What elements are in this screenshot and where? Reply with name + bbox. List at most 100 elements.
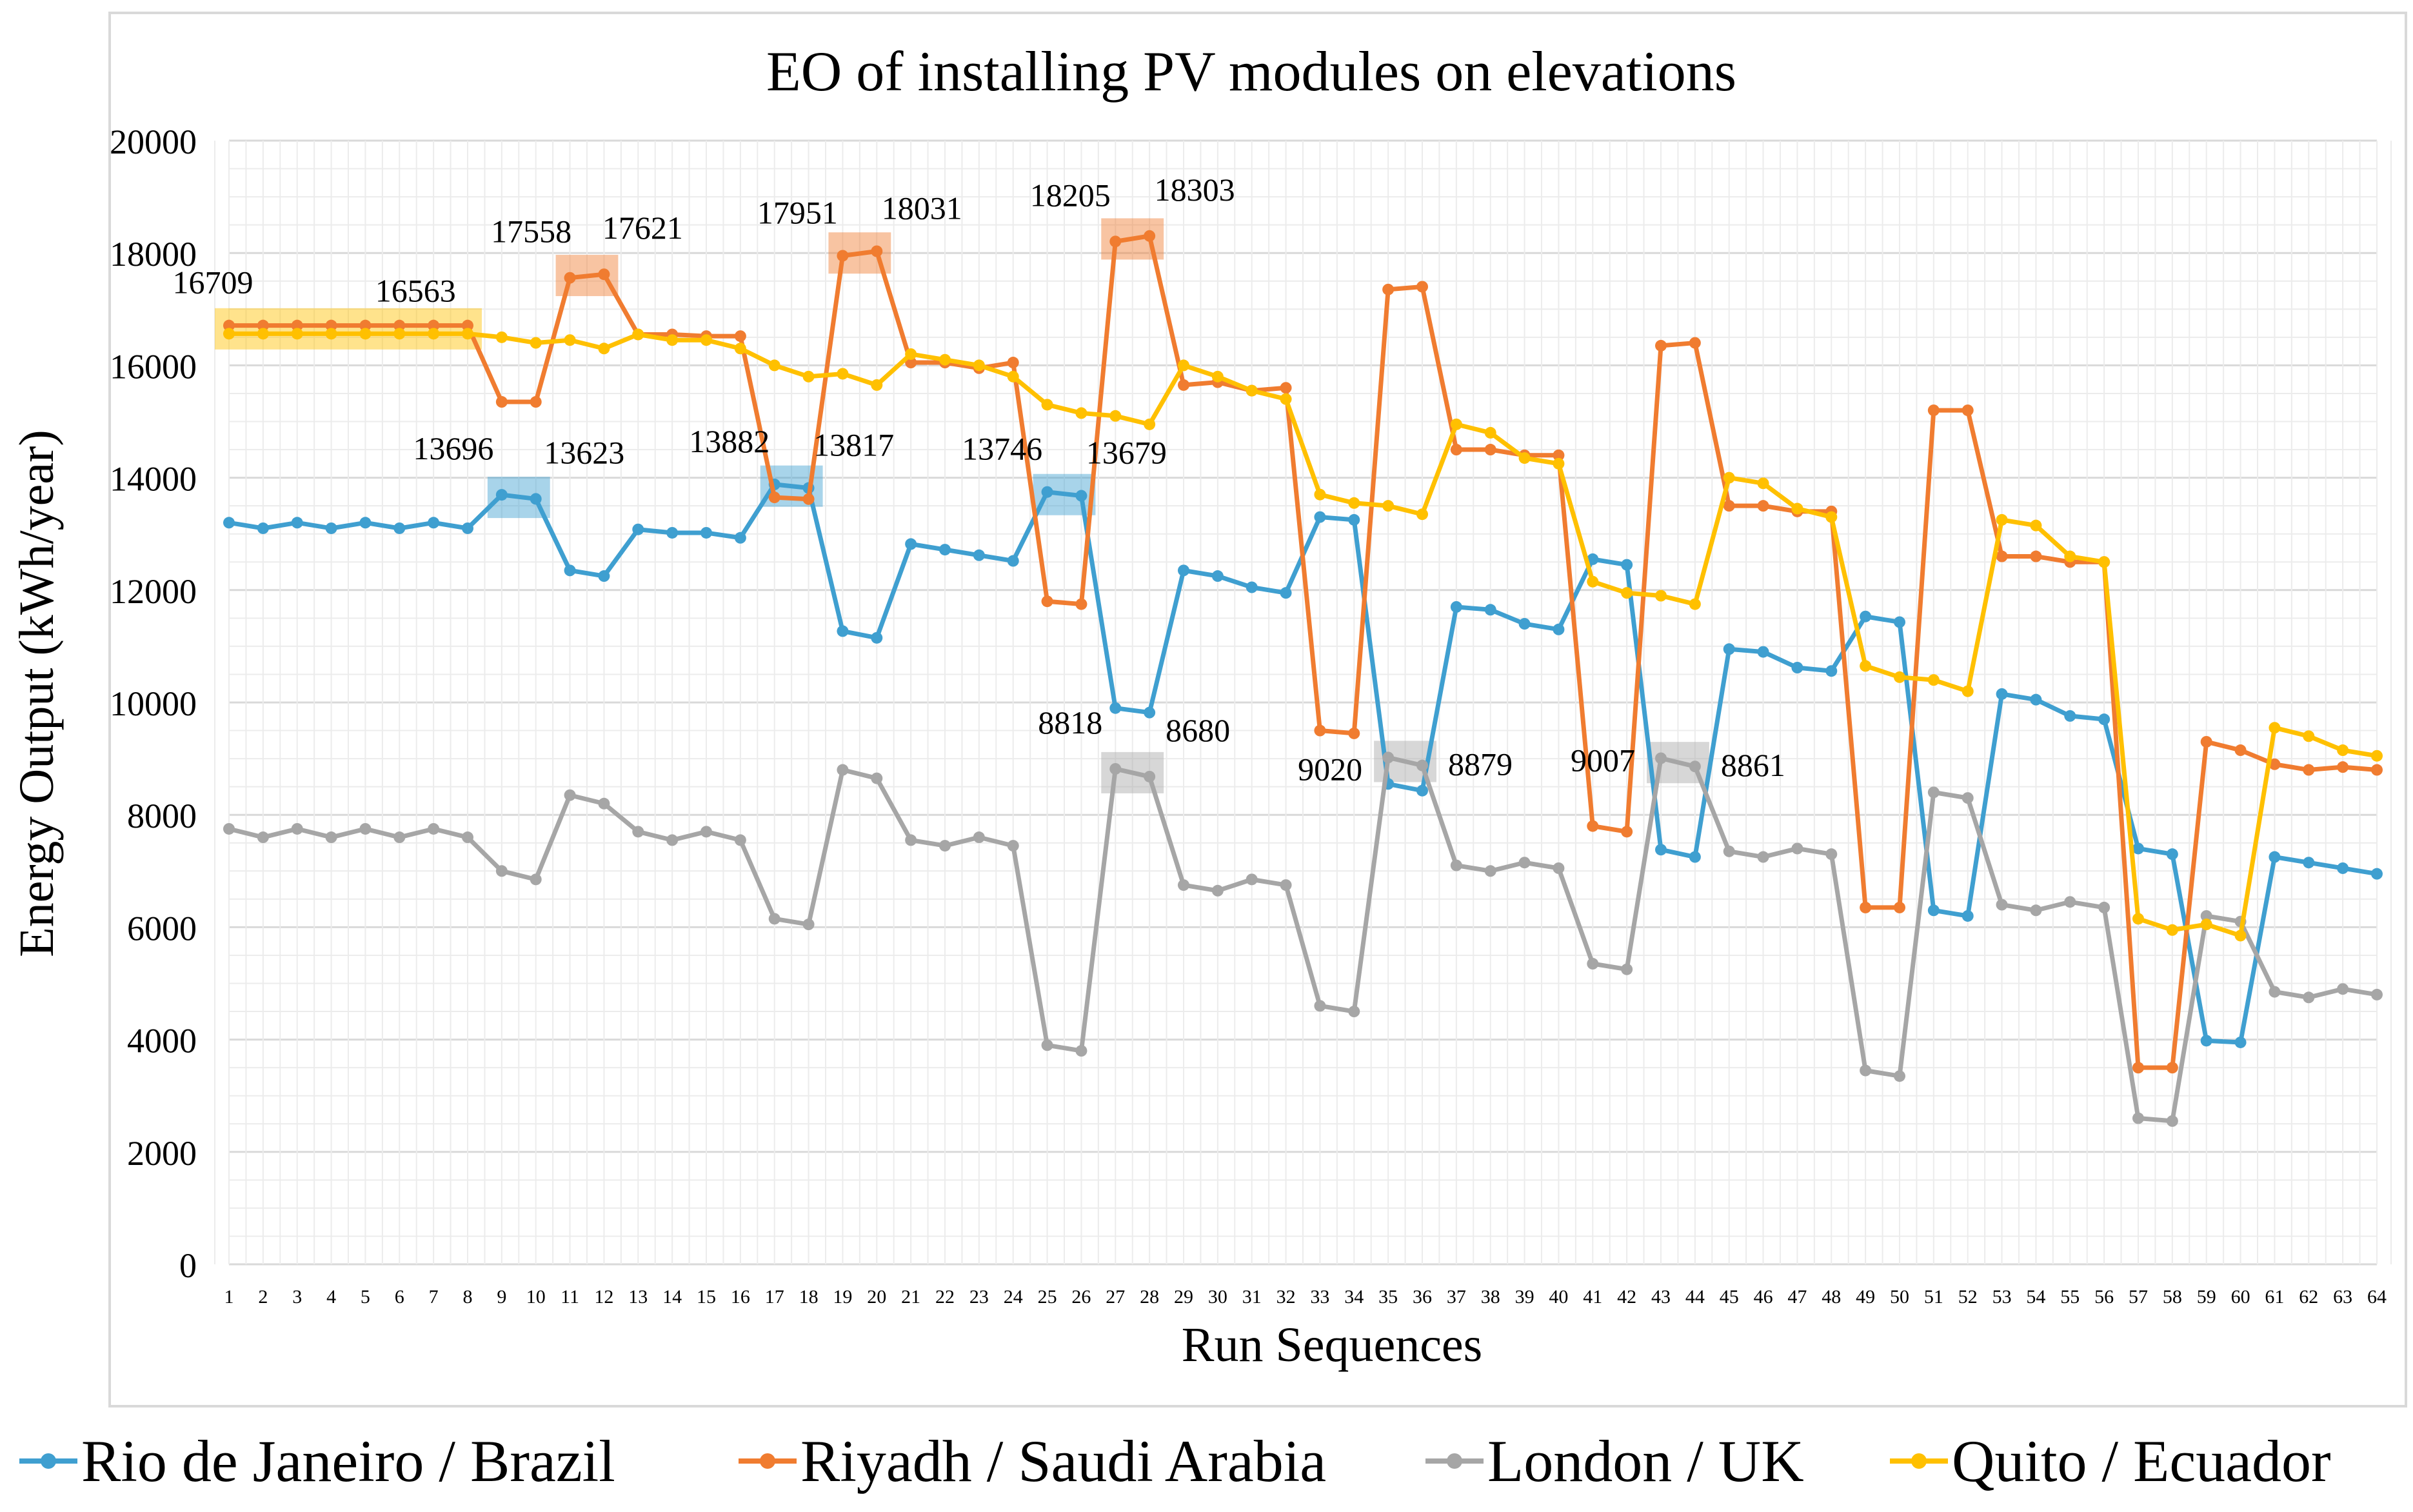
data-point-rio-de-janeiro-brazil	[1246, 581, 1258, 593]
legend-label-rio: Rio de Janeiro / Brazil	[81, 1428, 615, 1494]
data-point-riyadh-saudi-arabia	[495, 396, 508, 408]
data-point-london-uk	[1587, 958, 1599, 970]
y-axis-label: Energy Output (kWh/year)	[10, 430, 64, 957]
legend-swatch-london	[1425, 1453, 1484, 1469]
data-point-rio-de-janeiro-brazil	[1757, 646, 1769, 658]
data-point-quito-ecuador	[1553, 457, 1565, 470]
data-point-riyadh-saudi-arabia	[223, 319, 235, 332]
data-point-quito-ecuador	[2064, 550, 2076, 562]
data-point-rio-de-janeiro-brazil	[1860, 610, 1872, 622]
data-point-quito-ecuador	[1075, 407, 1087, 419]
data-point-quito-ecuador	[1791, 502, 1803, 515]
x-tick-label: 59	[2197, 1286, 2216, 1308]
data-point-london-uk	[393, 831, 406, 844]
data-label: 9020	[1298, 751, 1362, 787]
data-point-london-uk	[1178, 879, 1189, 891]
data-point-rio-de-janeiro-brazil	[734, 532, 746, 544]
data-point-quito-ecuador	[1927, 674, 1940, 686]
y-tick-label: 18000	[110, 235, 197, 274]
legend-item-quito: Quito / Ecuador	[1890, 1416, 2331, 1506]
data-point-london-uk	[2098, 901, 2110, 913]
data-point-quito-ecuador	[495, 331, 508, 343]
data-point-london-uk	[462, 831, 473, 844]
x-tick-label: 49	[1856, 1286, 1875, 1308]
data-point-rio-de-janeiro-brazil	[1587, 553, 1599, 565]
data-point-london-uk	[1280, 879, 1292, 891]
data-point-quito-ecuador	[393, 328, 406, 340]
grid-layer	[214, 139, 2392, 1266]
data-point-quito-ecuador	[871, 379, 883, 391]
data-point-london-uk	[1007, 840, 1019, 852]
data-point-quito-ecuador	[325, 328, 337, 340]
y-tick-label: 16000	[110, 347, 197, 386]
y-tick-label: 2000	[127, 1134, 197, 1173]
data-point-quito-ecuador	[632, 328, 644, 341]
data-point-quito-ecuador	[257, 328, 269, 340]
series-layer	[223, 230, 2383, 1127]
data-point-rio-de-janeiro-brazil	[1961, 910, 1974, 922]
x-tick-label: 43	[1651, 1286, 1671, 1308]
data-point-quito-ecuador	[2371, 750, 2383, 762]
x-tick-label: 56	[2094, 1286, 2114, 1308]
legend-swatch-rio	[19, 1453, 77, 1469]
y-tick-labels: 0 2000 4000 6000 8000 10000 12000 14000 16000 180…	[110, 123, 197, 1285]
data-point-rio-de-janeiro-brazil	[1211, 570, 1224, 582]
data-point-rio-de-janeiro-brazil	[359, 517, 372, 529]
data-point-quito-ecuador	[223, 328, 235, 340]
data-point-london-uk	[1246, 873, 1258, 886]
data-point-riyadh-saudi-arabia	[291, 319, 303, 332]
data-point-riyadh-saudi-arabia	[1041, 595, 1053, 608]
data-label: 8680	[1166, 712, 1230, 748]
data-point-quito-ecuador	[1041, 399, 1053, 411]
data-point-london-uk	[1860, 1064, 1872, 1077]
x-tick-label: 38	[1481, 1286, 1500, 1308]
x-tick-label: 30	[1208, 1286, 1227, 1308]
data-point-quito-ecuador	[1518, 452, 1531, 464]
data-point-london-uk	[1484, 865, 1496, 877]
data-point-riyadh-saudi-arabia	[2234, 744, 2247, 757]
x-tick-label: 60	[2231, 1286, 2250, 1308]
x-tick-label: 15	[697, 1286, 716, 1308]
data-label: 8879	[1448, 746, 1513, 782]
data-point-riyadh-saudi-arabia	[871, 245, 883, 257]
data-point-riyadh-saudi-arabia	[1723, 500, 1735, 512]
x-tick-label: 17	[765, 1286, 784, 1308]
data-point-rio-de-janeiro-brazil	[1927, 904, 1940, 917]
data-point-riyadh-saudi-arabia	[1348, 727, 1360, 739]
data-point-quito-ecuador	[1894, 671, 1905, 683]
data-point-quito-ecuador	[1450, 418, 1462, 430]
legend: Rio de Janeiro / Brazil Riyadh / Saudi A…	[19, 1416, 2406, 1506]
x-tick-label: 13	[628, 1286, 648, 1308]
data-point-riyadh-saudi-arabia	[1280, 382, 1292, 394]
data-point-london-uk	[530, 873, 542, 886]
x-tick-label: 35	[1378, 1286, 1398, 1308]
data-point-quito-ecuador	[1144, 418, 1156, 430]
data-point-london-uk	[1518, 857, 1531, 869]
data-point-riyadh-saudi-arabia	[2030, 550, 2042, 562]
x-tick-label: 28	[1140, 1286, 1159, 1308]
data-point-riyadh-saudi-arabia	[1894, 901, 1905, 913]
data-point-riyadh-saudi-arabia	[1757, 500, 1769, 512]
data-label: 9007	[1571, 742, 1635, 778]
y-tick-label: 6000	[127, 909, 197, 948]
data-point-quito-ecuador	[905, 348, 917, 360]
x-tick-label: 58	[2163, 1286, 2182, 1308]
data-point-quito-ecuador	[1723, 472, 1735, 484]
data-point-london-uk	[1757, 851, 1769, 863]
data-point-rio-de-janeiro-brazil	[871, 632, 883, 644]
x-tick-label: 9	[497, 1286, 506, 1308]
data-point-quito-ecuador	[1280, 393, 1292, 405]
data-point-london-uk	[802, 919, 815, 931]
data-point-riyadh-saudi-arabia	[359, 319, 372, 332]
x-tick-label: 29	[1174, 1286, 1193, 1308]
x-tick-label: 39	[1515, 1286, 1534, 1308]
x-tick-label: 52	[1958, 1286, 1978, 1308]
x-tick-label: 48	[1822, 1286, 1841, 1308]
data-point-riyadh-saudi-arabia	[564, 272, 576, 284]
data-point-rio-de-janeiro-brazil	[1553, 623, 1565, 635]
data-point-quito-ecuador	[1382, 500, 1395, 512]
data-point-rio-de-janeiro-brazil	[598, 570, 610, 582]
legend-label-london: London / UK	[1487, 1428, 1804, 1494]
y-tick-label: 8000	[127, 797, 197, 835]
